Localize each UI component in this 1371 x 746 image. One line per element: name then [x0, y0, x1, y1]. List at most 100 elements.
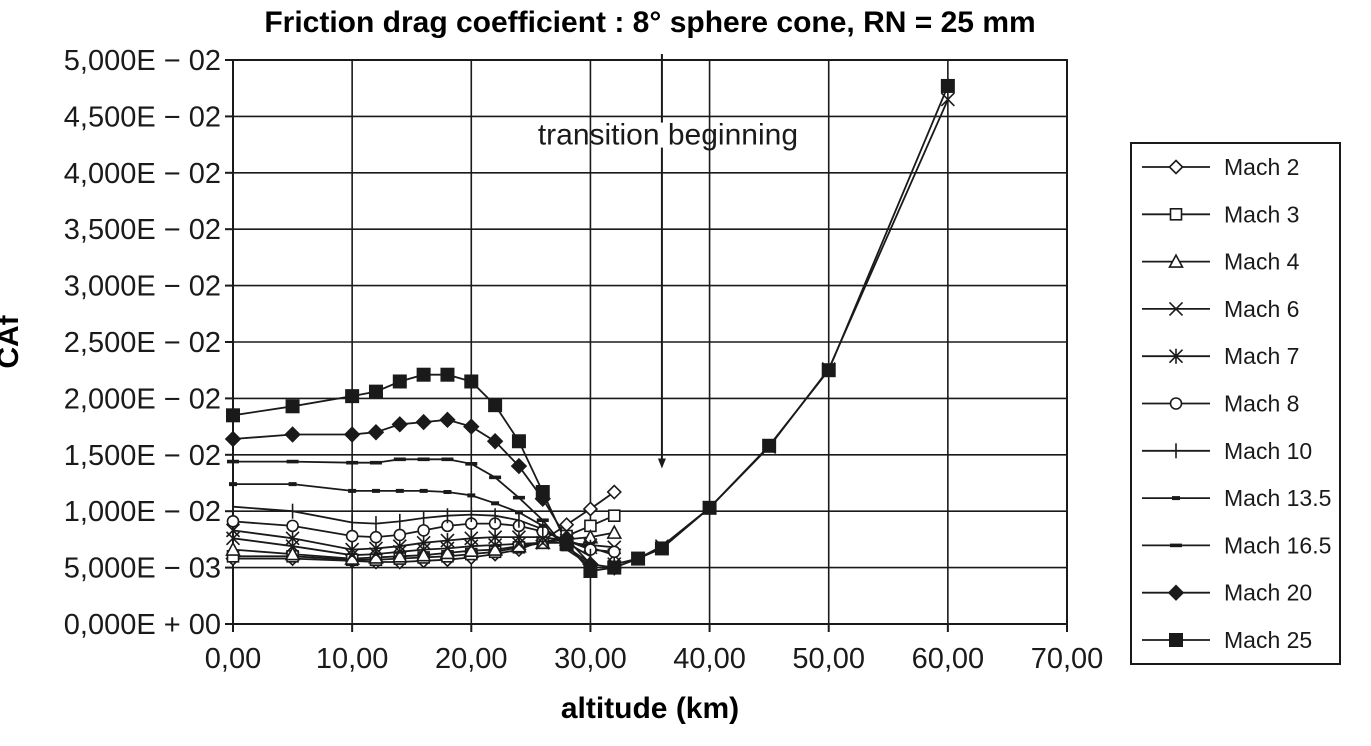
data-point-mach-25 — [940, 78, 955, 93]
y-tick-label: 2,500E − 02 — [64, 327, 221, 359]
data-point-mach-4 — [284, 545, 301, 561]
data-point-shared-tail — [940, 92, 955, 107]
data-point-mach-20 — [415, 413, 432, 431]
data-point-mach-25 — [488, 398, 503, 413]
x-axis-ticks: 0,00 10,00 20,00 30,00 40,00 50,00 60,00 70,00 — [205, 624, 1104, 675]
y-tick-label: 1,000E − 02 — [64, 496, 221, 528]
data-point-mach-7 — [285, 530, 300, 546]
x-tick-label: 60,00 — [912, 643, 985, 675]
data-point-mach-16-5 — [346, 460, 359, 465]
y-tick-label: 3,500E − 02 — [64, 214, 221, 246]
data-point-mach-4 — [511, 537, 527, 553]
data-point-mach-7 — [488, 529, 503, 545]
y-tick-label: 3,000E − 02 — [64, 271, 221, 303]
legend-marker-mach-4 — [1168, 253, 1184, 268]
y-axis-label: CAf — [0, 314, 25, 368]
legend-label-mach-25: Mach 25 — [1224, 627, 1312, 653]
y-axis-ticks: 0,000E + 00 5,000E − 03 1,000E − 02 1,500E … — [64, 45, 233, 641]
legend-label-mach-16-5: Mach 16.5 — [1224, 532, 1331, 558]
legend-marker-mach-25 — [1169, 633, 1183, 647]
y-tick-label: 4,500E − 02 — [64, 101, 221, 133]
y-tick-label: 4,000E − 02 — [64, 158, 221, 190]
data-point-mach-25 — [464, 374, 479, 389]
data-point-mach-16-5 — [489, 475, 502, 480]
legend-label-mach-20: Mach 20 — [1224, 580, 1312, 606]
data-point-mach-25 — [607, 560, 622, 575]
legend-marker-mach-6 — [1168, 301, 1184, 316]
data-point-mach-25 — [535, 485, 550, 500]
data-point-mach-8 — [607, 545, 621, 559]
x-tick-label: 50,00 — [792, 643, 865, 675]
data-point-mach-20 — [284, 426, 301, 443]
data-point-mach-16-5 — [227, 459, 239, 464]
data-point-mach-25 — [559, 536, 574, 551]
x-axis-label: altitude (km) — [561, 692, 739, 725]
data-point-mach-13-5 — [371, 488, 380, 493]
data-point-mach-7 — [464, 530, 479, 546]
data-point-mach-20 — [463, 418, 480, 435]
series-line-shared-tail — [614, 99, 949, 566]
legend-marker-mach-16-5 — [1170, 543, 1182, 548]
y-tick-label: 5,000E − 03 — [64, 553, 221, 585]
y-tick-label: 0,000E + 00 — [64, 609, 221, 641]
data-point-mach-7 — [416, 535, 431, 551]
legend-label-mach-13-5: Mach 13.5 — [1224, 485, 1331, 511]
data-point-mach-13-5 — [229, 482, 237, 487]
data-point-mach-3 — [607, 509, 621, 523]
grid — [233, 60, 1067, 624]
data-point-mach-7 — [440, 533, 455, 549]
annotation: transition beginning — [538, 54, 798, 469]
legend-marker-mach-13-5 — [1172, 496, 1180, 501]
data-point-mach-25 — [285, 399, 300, 414]
legend-label-mach-2: Mach 2 — [1224, 154, 1299, 180]
x-tick-label: 30,00 — [554, 643, 627, 675]
data-point-mach-16-5 — [441, 457, 454, 462]
data-point-mach-25 — [226, 408, 240, 423]
legend-label-mach-6: Mach 6 — [1224, 296, 1299, 322]
data-point-mach-4 — [606, 524, 623, 539]
data-point-mach-20 — [510, 457, 528, 475]
data-point-mach-16-5 — [286, 459, 299, 464]
data-point-mach-13-5 — [348, 488, 357, 493]
data-point-mach-25 — [654, 541, 669, 556]
data-point-mach-25 — [511, 434, 526, 449]
x-tick-label: 70,00 — [1031, 643, 1104, 675]
data-point-mach-16-5 — [536, 518, 549, 523]
data-point-mach-2 — [582, 501, 599, 517]
y-tick-label: 5,000E − 02 — [64, 45, 221, 77]
data-point-mach-13-5 — [443, 490, 452, 495]
data-point-mach-13-5 — [419, 488, 428, 493]
data-point-mach-8 — [226, 515, 240, 528]
data-point-mach-8 — [417, 524, 430, 537]
data-point-mach-25 — [392, 374, 407, 389]
data-point-mach-16-5 — [512, 495, 525, 500]
legend-marker-mach-3 — [1169, 208, 1183, 221]
data-point-shared-tail — [702, 500, 717, 515]
data-point-mach-2 — [606, 484, 622, 500]
data-point-shared-tail — [607, 557, 622, 572]
data-point-mach-20 — [367, 424, 385, 441]
data-point-mach-8 — [286, 519, 299, 533]
data-point-mach-25 — [416, 367, 431, 382]
legend-marker-mach-7 — [1168, 348, 1184, 364]
x-tick-label: 0,00 — [205, 643, 261, 675]
y-tick-label: 2,000E − 02 — [64, 383, 221, 415]
annotation-knockout — [658, 122, 665, 148]
data-point-mach-8 — [369, 530, 383, 544]
x-tick-label: 40,00 — [673, 643, 746, 675]
legend-label-mach-4: Mach 4 — [1224, 249, 1300, 275]
data-point-mach-13-5 — [467, 493, 476, 498]
data-point-mach-25 — [345, 389, 360, 404]
data-point-mach-20 — [343, 426, 361, 443]
y-tick-label: 1,500E − 02 — [64, 440, 221, 472]
data-point-mach-8 — [345, 529, 359, 543]
data-point-mach-13-5 — [288, 482, 297, 487]
data-point-mach-7 — [345, 542, 360, 558]
chart-title: Friction drag coefficient : 8° sphere co… — [264, 6, 1035, 39]
legend-label-mach-10: Mach 10 — [1224, 438, 1312, 464]
data-point-mach-25 — [368, 384, 383, 399]
data-point-shared-tail — [631, 551, 646, 566]
data-point-shared-tail — [654, 539, 669, 554]
legend-marker-mach-2 — [1168, 159, 1184, 175]
data-point-mach-13-5 — [491, 501, 500, 506]
